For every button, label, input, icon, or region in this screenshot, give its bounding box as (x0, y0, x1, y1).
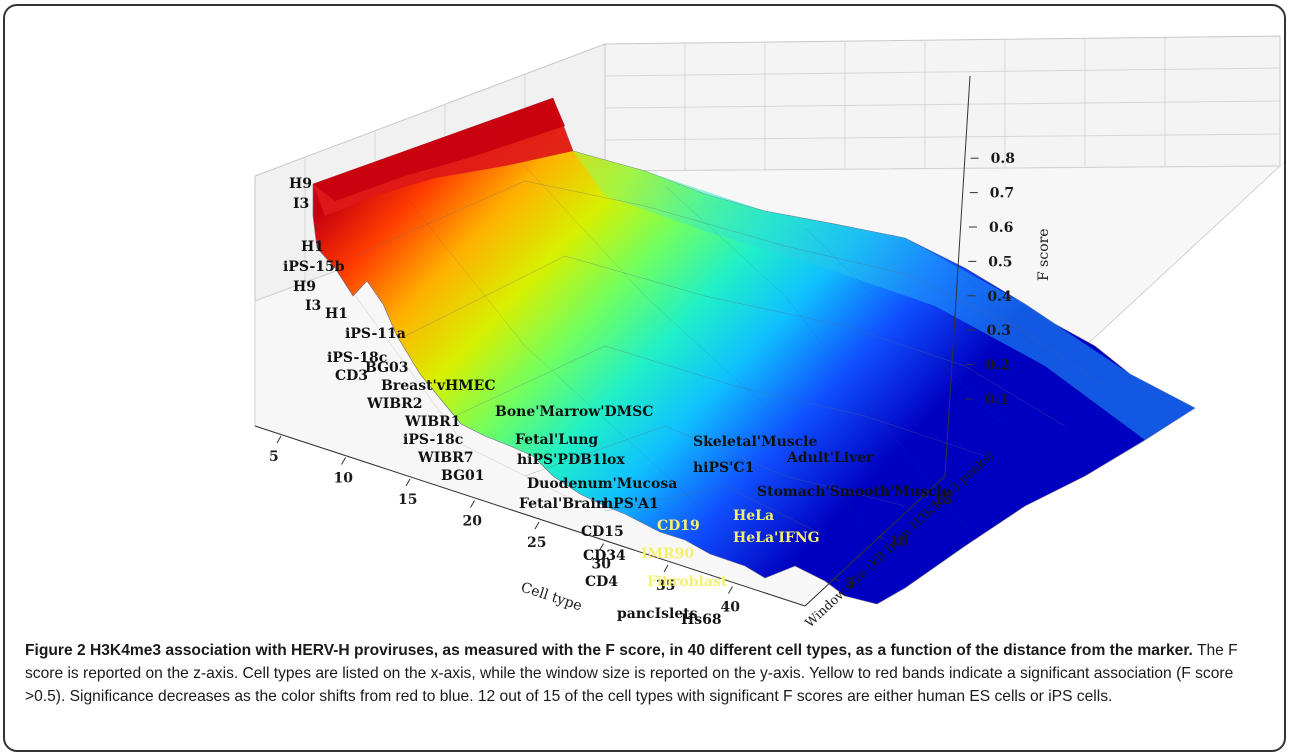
cell-type-label: pancIslets (617, 606, 698, 622)
cell-type-label: Fetal'Brain (519, 496, 606, 512)
cell-type-label: Duodenum'Mucosa (527, 476, 677, 492)
surface-plot: 0.1 0.2 0.3 0.4 0.5 0.6 0.7 0.8 F score 5 10 15 20… (254, 35, 1282, 630)
z-tick-label: 0.2 (986, 358, 1010, 374)
cell-type-label: IMR90 (641, 546, 694, 562)
cell-type-label: iPS-15b (283, 259, 345, 275)
x-tick-mark (341, 457, 346, 465)
x-tick-label: 30 (592, 557, 612, 573)
x-tick-mark (470, 500, 475, 508)
cell-type-label: Fetal'Lung (515, 432, 598, 448)
z-tick-label: 0.3 (987, 323, 1011, 339)
x-tick-mark (599, 543, 604, 551)
figure-caption: Figure 2 H3K4me3 association with HERV-H… (25, 639, 1273, 708)
z-axis: 0.1 0.2 0.3 0.4 0.5 0.6 0.7 0.8 F score (944, 75, 1052, 477)
y-tick-mark (876, 535, 885, 540)
cell-type-label: hiPS'PDB1lox (517, 452, 625, 468)
x-tick-label: 40 (721, 600, 741, 616)
cell-type-label: Hs68 (681, 612, 722, 628)
x-tick-mark (728, 586, 733, 594)
cell-type-label: H1 (301, 239, 324, 255)
cell-type-label: I3 (293, 196, 309, 212)
cell-type-label: WIBR7 (417, 450, 473, 466)
cell-type-label: Fibroblast (647, 574, 728, 590)
z-tick-label: 0.6 (989, 220, 1013, 236)
cell-type-label: CD19 (657, 518, 700, 534)
y-tick-label: 5 (845, 576, 855, 592)
cell-type-label: BG01 (441, 468, 485, 484)
x-axis-label: Cell type (519, 580, 584, 615)
cell-type-label: Bone'Marrow'DMSC (495, 404, 653, 420)
cell-type-label: Adult'Liver (786, 450, 874, 466)
y-tick-label: 15 (933, 492, 952, 508)
x-tick-label: 15 (398, 492, 417, 508)
z-tick-label: 0.1 (985, 392, 1009, 408)
z-tick-label: 0.5 (988, 254, 1012, 270)
y-tick-label: 10 (889, 534, 909, 550)
cell-type-label: hPS'A1 (603, 496, 659, 512)
caption-text: The F score is reported on the z-axis. C… (25, 642, 1238, 705)
cell-type-label: BG03 (365, 360, 409, 376)
cell-type-label: H1 (325, 306, 348, 322)
surface (312, 97, 1196, 605)
cell-type-label: WIBR1 (404, 414, 460, 430)
z-axis-label: F score (1036, 228, 1052, 281)
cell-type-label: HeLa'IFNG (733, 530, 820, 546)
x-tick-label: 5 (269, 449, 279, 465)
cell-type-label: iPS-18c (327, 350, 387, 366)
caption-label: Figure 2 (25, 642, 86, 659)
x-tick-label: 10 (334, 471, 354, 487)
cell-type-label: CD34 (583, 548, 626, 564)
cell-type-label: Breast'vHMEC (381, 378, 496, 394)
z-tick-label: 0.7 (990, 186, 1014, 202)
x-tick-mark (405, 478, 411, 487)
y-tick-mark (832, 577, 841, 582)
caption-title: H3K4me3 association with HERV-H provirus… (90, 642, 1193, 659)
figure-frame: 0.1 0.2 0.3 0.4 0.5 0.6 0.7 0.8 F score 5 10 15 20… (3, 4, 1286, 752)
cell-type-label: CD3 (335, 368, 368, 384)
x-tick-label: 20 (463, 514, 483, 530)
cell-type-label: Stomach'Smooth'Muscle (757, 484, 951, 500)
x-tick-label: 35 (656, 578, 675, 594)
cell-type-label: CD4 (585, 574, 618, 590)
z-tick-label: 0.8 (991, 151, 1015, 167)
x-tick-mark (663, 564, 669, 573)
cell-type-label: iPS-11a (345, 326, 406, 342)
cell-type-label: Skeletal'Muscle (693, 434, 817, 450)
x-tick-label: 25 (527, 535, 546, 551)
cell-type-label: hiPS'C1 (693, 460, 754, 476)
cell-type-label: I3 (305, 298, 321, 314)
x-tick-mark (534, 521, 540, 530)
cell-type-label: HeLa (733, 508, 774, 524)
cell-type-label: H9 (289, 176, 312, 192)
y-tick-mark (920, 493, 929, 498)
cell-type-label: H9 (293, 279, 316, 295)
cell-type-label: iPS-18c (403, 432, 463, 448)
cell-type-label: WIBR2 (366, 396, 422, 412)
x-tick-mark (276, 435, 282, 444)
cell-type-label: CD15 (581, 524, 624, 540)
z-tick-label: 0.4 (987, 289, 1012, 305)
